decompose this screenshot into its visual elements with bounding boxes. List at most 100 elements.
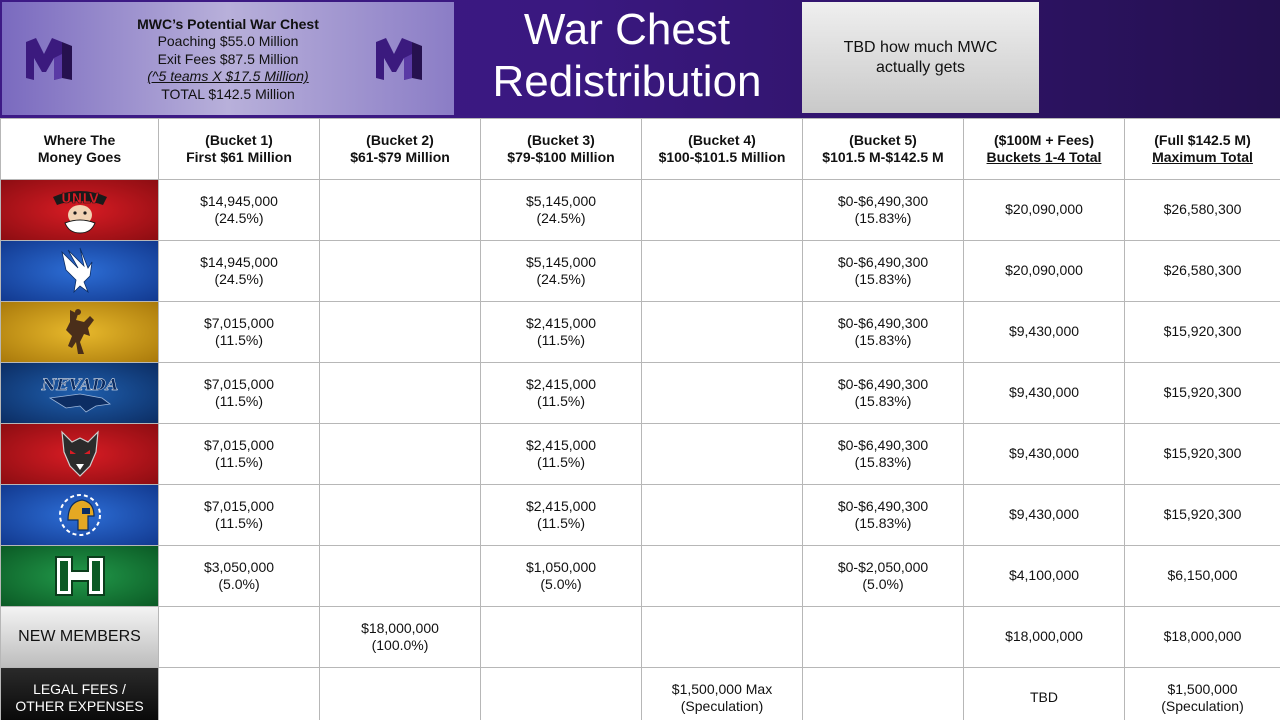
bucket5-cell (802, 667, 964, 720)
redistribution-table: Where The Money Goes (Bucket 1) First $61 … (0, 118, 1280, 720)
bucket3-cell (480, 606, 642, 668)
war-chest-panel: MWC’s Potential War Chest Poaching $55.0… (2, 2, 454, 115)
col-header-bucket3: (Bucket 3) $79-$100 Million (480, 118, 642, 180)
exit-fees-amount: Exit Fees $87.5 Million (157, 50, 299, 67)
col-header-bucket5: (Bucket 5) $101.5 M-$142.5 M (802, 118, 964, 180)
bucket4-cell: $1,500,000 Max (Speculation) (641, 667, 803, 720)
exit-fees-calc: (^5 teams X $17.5 Million) (147, 68, 309, 85)
bucket5-cell: $0-$6,490,300 (15.83%) (802, 362, 964, 424)
table-row: $14,945,000 (24.5%) $5,145,000 (24.5%) $0-… (0, 240, 1280, 302)
bucket4-cell (641, 423, 803, 485)
max-total-cell: $1,500,000 (Speculation) (1124, 667, 1280, 720)
bucket1-cell: $14,945,000 (24.5%) (158, 179, 320, 241)
col-header-buckets-total: ($100M + Fees) Buckets 1-4 Total (963, 118, 1125, 180)
bucket3-cell: $5,145,000 (24.5%) (480, 240, 642, 302)
buckets-total-cell: $20,090,000 (963, 240, 1125, 302)
bucket4-cell (641, 301, 803, 363)
sjsu-spartan-icon (58, 494, 101, 536)
page-title-line2: Redistribution (492, 57, 762, 106)
mw-logo-icon (26, 38, 72, 80)
legal-fees-label: LEGAL FEES / OTHER EXPENSES (1, 668, 158, 720)
max-total-cell: $26,580,300 (1124, 240, 1280, 302)
page-title: War Chest Redistribution (456, 4, 798, 108)
war-chest-total: TOTAL $142.5 Million (161, 85, 295, 102)
bucket1-cell: $7,015,000 (11.5%) (158, 301, 320, 363)
buckets-total-cell: $9,430,000 (963, 423, 1125, 485)
bucket1-cell (158, 667, 320, 720)
col-header-bucket2: (Bucket 2) $61-$79 Million (319, 118, 481, 180)
bucket3-cell: $2,415,000 (11.5%) (480, 484, 642, 546)
bucket4-cell (641, 484, 803, 546)
bucket5-cell: $0-$6,490,300 (15.83%) (802, 423, 964, 485)
bucket2-cell (319, 423, 481, 485)
poaching-amount: Poaching $55.0 Million (157, 33, 299, 50)
bucket2-cell (319, 362, 481, 424)
col-header-bucket4: (Bucket 4) $100-$101.5 Million (641, 118, 803, 180)
air-force-falcon-icon (60, 247, 92, 294)
hawaii-h-icon (54, 556, 105, 596)
team-cell: NEW MEMBERS (0, 606, 159, 668)
table-row: $3,050,000 (5.0%) $1,050,000 (5.0%) $0-$2,… (0, 545, 1280, 607)
page-title-line1: War Chest (523, 5, 731, 54)
team-cell (0, 423, 159, 485)
buckets-total-cell: $4,100,000 (963, 545, 1125, 607)
table-row: NEW MEMBERS $18,000,000 (100.0%) $18,000,… (0, 606, 1280, 668)
header-banner: MWC’s Potential War Chest Poaching $55.0… (0, 0, 1280, 118)
max-total-cell: $26,580,300 (1124, 179, 1280, 241)
wyoming-bucking-horse-icon (65, 309, 94, 354)
war-chest-title: MWC’s Potential War Chest (137, 16, 319, 32)
bucket5-cell: $0-$6,490,300 (15.83%) (802, 484, 964, 546)
bucket5-cell: $0-$6,490,300 (15.83%) (802, 301, 964, 363)
header-row: Where The Money Goes (Bucket 1) First $61 … (0, 118, 1280, 180)
bucket2-cell (319, 301, 481, 363)
team-cell (0, 484, 159, 546)
buckets-total-cell: $9,430,000 (963, 362, 1125, 424)
bucket3-cell: $2,415,000 (11.5%) (480, 301, 642, 363)
team-cell: UNLV (0, 179, 159, 241)
buckets-total-cell: TBD (963, 667, 1125, 720)
table-row: NEVADA $7,015,000 (11.5%) $2,415,000 (11.5… (0, 362, 1280, 424)
bucket4-cell (641, 606, 803, 668)
bucket3-cell: $2,415,000 (11.5%) (480, 423, 642, 485)
buckets-total-cell: $9,430,000 (963, 484, 1125, 546)
max-total-cell: $15,920,300 (1124, 484, 1280, 546)
nevada-wolf-icon: NEVADA (40, 375, 118, 413)
bucket2-cell (319, 484, 481, 546)
bucket3-cell: $1,050,000 (5.0%) (480, 545, 642, 607)
bucket4-cell (641, 545, 803, 607)
bucket5-cell: $0-$6,490,300 (15.83%) (802, 240, 964, 302)
bucket1-cell: $3,050,000 (5.0%) (158, 545, 320, 607)
bucket1-cell: $7,015,000 (11.5%) (158, 423, 320, 485)
team-cell (0, 240, 159, 302)
max-total-cell: $15,920,300 (1124, 423, 1280, 485)
max-total-cell: $6,150,000 (1124, 545, 1280, 607)
col-header-max-total: (Full $142.5 M) Maximum Total (1124, 118, 1280, 180)
table-row: UNLV $14,945,000 (24.5%) $5,145,000 (24.5%… (0, 179, 1280, 241)
buckets-total-cell: $18,000,000 (963, 606, 1125, 668)
war-chest-summary: MWC’s Potential War Chest Poaching $55.0… (112, 16, 344, 103)
bucket3-cell (480, 667, 642, 720)
bucket5-cell (802, 606, 964, 668)
table-row: LEGAL FEES / OTHER EXPENSES $1,500,000 M… (0, 667, 1280, 720)
bucket2-cell (319, 179, 481, 241)
bucket5-cell: $0-$6,490,300 (15.83%) (802, 179, 964, 241)
bucket2-cell (319, 240, 481, 302)
team-cell (0, 545, 159, 607)
team-cell: NEVADA (0, 362, 159, 424)
bucket1-cell: $7,015,000 (11.5%) (158, 484, 320, 546)
bucket1-cell: $14,945,000 (24.5%) (158, 240, 320, 302)
bucket2-cell (319, 667, 481, 720)
max-total-cell: $15,920,300 (1124, 301, 1280, 363)
new-mexico-lobo-icon (60, 430, 99, 477)
bucket1-cell: $7,015,000 (11.5%) (158, 362, 320, 424)
bucket2-cell: $18,000,000 (100.0%) (319, 606, 481, 668)
buckets-total-cell: $9,430,000 (963, 301, 1125, 363)
unlv-logo-icon: UNLV (52, 191, 107, 234)
bucket2-cell (319, 545, 481, 607)
bucket3-cell: $2,415,000 (11.5%) (480, 362, 642, 424)
col-header-bucket1: (Bucket 1) First $61 Million (158, 118, 320, 180)
svg-text:UNLV: UNLV (61, 192, 99, 207)
svg-text:NEVADA: NEVADA (40, 375, 118, 394)
bucket1-cell (158, 606, 320, 668)
mw-logo-icon (376, 38, 422, 80)
